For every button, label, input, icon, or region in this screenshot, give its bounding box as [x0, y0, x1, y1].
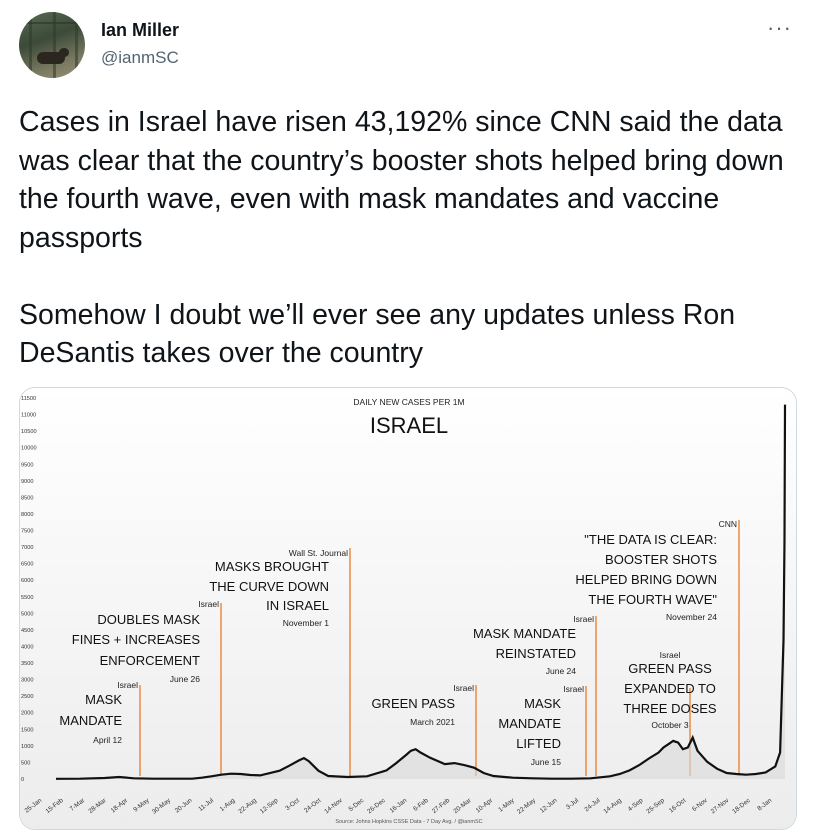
avatar-photo-icon-post — [53, 12, 56, 78]
y-tick-label: 7000 — [21, 545, 33, 551]
annotation-label: ENFORCEMENT — [100, 653, 200, 668]
y-tick-label: 1000 — [21, 744, 33, 750]
annotation-label: THREE DOSES — [623, 701, 717, 716]
y-tick-label: 10500 — [21, 429, 37, 435]
tweet-text: Cases in Israel have risen 43,192% since… — [19, 106, 784, 369]
annotation-label: GREEN PASS — [628, 661, 712, 676]
annotation-date: April 12 — [93, 735, 122, 745]
avatar-photo-icon-dog-head — [59, 48, 69, 57]
y-tick-label: 9500 — [21, 462, 33, 468]
y-tick-label: 2500 — [21, 694, 33, 700]
annotation-label: MANDATE — [59, 713, 122, 728]
y-tick-label: 500 — [21, 760, 30, 766]
more-options-icon[interactable]: ··· — [767, 15, 792, 40]
annotation-label: IN ISRAEL — [266, 598, 329, 613]
annotation-label: LIFTED — [516, 736, 561, 751]
annotation-source: Israel — [198, 599, 219, 609]
y-tick-label: 8000 — [21, 512, 33, 518]
chart-title: ISRAEL — [370, 413, 448, 438]
y-tick-label: 4000 — [21, 644, 33, 650]
annotation-date: November 1 — [283, 618, 330, 628]
annotation: CNN"THE DATA IS CLEAR: BOOSTER SHOTS HELPE… — [575, 519, 740, 776]
y-tick-label: 4500 — [21, 628, 33, 634]
y-tick-label: 5500 — [21, 595, 33, 601]
y-tick-label: 0 — [21, 777, 24, 783]
chart-svg: 1150011000105001000095009000850080007500… — [20, 388, 796, 829]
annotation-label: GREEN PASS — [371, 696, 455, 711]
case-line — [55, 404, 787, 780]
y-tick-label: 1500 — [21, 727, 33, 733]
avatar[interactable] — [19, 12, 85, 78]
y-tick-label: 11000 — [21, 413, 36, 419]
annotation: Israel MASK MANDATE April 12 — [59, 680, 141, 776]
y-tick-label: 5000 — [21, 611, 33, 617]
annotation-label: MASK MANDATE — [473, 626, 576, 641]
annotation: Israel GREEN PASS March 2021 — [371, 683, 477, 776]
annotation-label: BOOSTER SHOTS — [605, 552, 717, 567]
annotation-source: Israel — [117, 680, 138, 690]
annotation-label: MASKS BROUGHT — [215, 559, 329, 574]
y-tick-label: 11500 — [21, 396, 36, 402]
y-tick-label: 9000 — [21, 479, 33, 485]
y-tick-label: 6500 — [21, 562, 33, 568]
y-tick-label: 3000 — [21, 678, 33, 684]
y-tick-label: 3500 — [21, 661, 33, 667]
annotation-date: June 15 — [531, 757, 562, 767]
y-tick-label: 10000 — [21, 446, 37, 452]
annotation-label: FINES + INCREASES — [72, 632, 201, 647]
annotation-label: MANDATE — [498, 716, 561, 731]
avatar-photo-icon-post — [29, 12, 32, 78]
annotation-label: THE CURVE DOWN — [209, 579, 329, 594]
tweet-media-chart[interactable]: 11500 11000 10500 10000 9500 9000 8500 8000 7500… — [19, 387, 797, 830]
annotation-source: Wall St. Journal — [289, 548, 348, 558]
avatar-photo-icon-dog — [37, 52, 65, 64]
annotation-source: CNN — [719, 519, 737, 529]
y-tick-label: 6000 — [21, 578, 33, 584]
annotation-source: Israel — [563, 684, 584, 694]
annotation-label: MASK — [524, 696, 561, 711]
author-name[interactable]: Ian Miller — [101, 20, 180, 40]
annotation-label: REINSTATED — [496, 646, 576, 661]
y-tick-label: 2000 — [21, 711, 33, 717]
annotation-date: March 2021 — [410, 717, 455, 727]
chart-subtitle: DAILY NEW CASES PER 1M — [353, 397, 464, 407]
annotation-label: "THE DATA IS CLEAR: — [584, 532, 717, 547]
chart-source: Source: Johns Hopkins CSSE Data - 7 Day … — [335, 819, 482, 825]
annotation-source: Israel — [660, 650, 681, 660]
annotation-label: HELPED BRING DOWN — [575, 572, 717, 587]
annotation-label: THE FOURTH WAVE" — [588, 592, 717, 607]
y-tick-label: 8500 — [21, 495, 33, 501]
annotation-date: June 26 — [170, 674, 201, 684]
annotation-date: October 3 — [651, 720, 689, 730]
annotation-source: Israel — [453, 683, 474, 693]
annotation-label: EXPANDED TO — [624, 681, 716, 696]
annotation-date: November 24 — [666, 612, 717, 622]
annotation: Israel DOUBLES MASK FINES + INCREASES ENFOR… — [72, 599, 222, 776]
annotation-label: MASK — [85, 692, 122, 707]
y-tick-label: 7500 — [21, 529, 33, 535]
annotation-date: June 24 — [546, 666, 577, 676]
annotation-source: Israel — [573, 614, 594, 624]
annotation-label: DOUBLES MASK — [97, 612, 200, 627]
author-handle[interactable]: @ianmSC — [101, 48, 179, 67]
avatar-photo-icon-post — [75, 12, 78, 78]
avatar-photo-icon — [19, 22, 85, 24]
